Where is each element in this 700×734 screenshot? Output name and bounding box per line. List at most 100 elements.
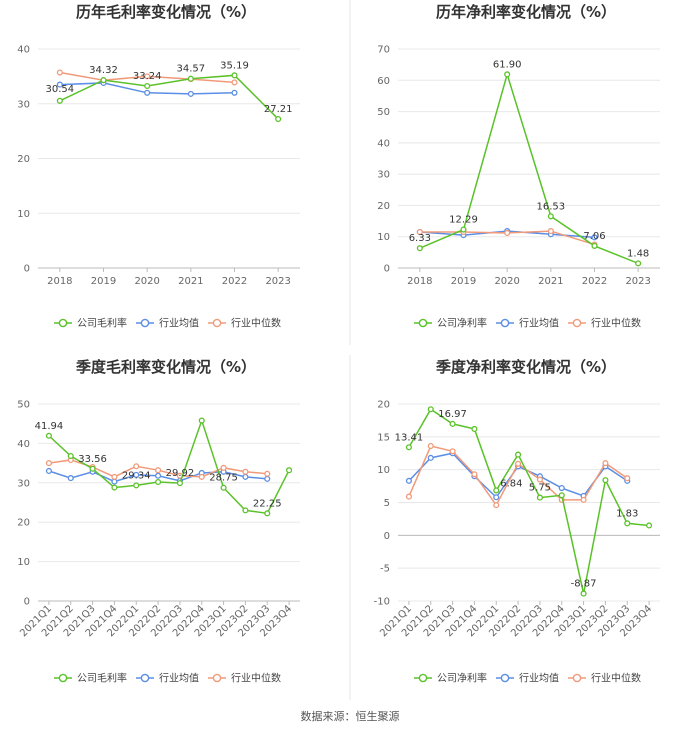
legend-item-company[interactable]: 公司毛利率: [54, 672, 127, 685]
data-point-industry_median[interactable]: [416, 228, 423, 236]
data-point-company[interactable]: [405, 444, 412, 451]
data-point-industry_avg[interactable]: [558, 485, 565, 492]
data-point-industry_median[interactable]: [580, 496, 587, 503]
data-point-industry_median[interactable]: [427, 442, 434, 450]
legend-item-industry_median[interactable]: 行业中位数: [568, 317, 641, 330]
data-point-company[interactable]: [275, 115, 282, 123]
series-industry_avg: [405, 450, 631, 501]
data-point-company[interactable]: [646, 522, 653, 529]
data-point-industry_median[interactable]: [536, 476, 543, 483]
data-point-company[interactable]: [536, 494, 543, 501]
data-point-company[interactable]: [547, 213, 554, 220]
data-point-company[interactable]: [231, 72, 238, 79]
series-line-company: [408, 408, 650, 594]
data-point-industry_median[interactable]: [493, 502, 500, 509]
data-point-industry_avg[interactable]: [591, 234, 598, 241]
data-point-industry_median[interactable]: [111, 473, 118, 480]
data-point-industry_avg[interactable]: [56, 81, 63, 88]
data-point-industry_avg[interactable]: [493, 494, 500, 501]
data-point-industry_median[interactable]: [547, 228, 554, 235]
data-point-industry_median[interactable]: [155, 467, 162, 474]
data-point-company[interactable]: [100, 77, 107, 84]
data-point-company[interactable]: [602, 477, 609, 484]
data-point-company[interactable]: [45, 432, 52, 439]
data-point-industry_avg[interactable]: [155, 472, 162, 479]
data-point-industry_avg[interactable]: [67, 475, 74, 482]
data-point-company[interactable]: [89, 465, 96, 472]
data-label: 30.54: [46, 84, 75, 95]
data-point-company[interactable]: [427, 406, 434, 413]
data-label: 27.21: [264, 104, 293, 115]
data-point-company[interactable]: [471, 425, 478, 433]
data-point-industry_median[interactable]: [449, 448, 456, 455]
data-point-company[interactable]: [449, 420, 456, 427]
data-point-company[interactable]: [242, 507, 249, 514]
y-tick-label: 40: [17, 439, 30, 450]
data-point-company[interactable]: [580, 590, 587, 597]
data-point-company[interactable]: [624, 520, 631, 527]
y-tick-label: 40: [17, 45, 30, 56]
data-point-company[interactable]: [591, 242, 598, 249]
legend-item-industry_avg[interactable]: 行业均值: [496, 317, 559, 330]
data-point-company[interactable]: [504, 71, 511, 78]
data-point-company[interactable]: [220, 484, 227, 491]
data-point-company[interactable]: [198, 417, 205, 424]
data-point-company[interactable]: [460, 226, 467, 233]
data-point-industry_avg[interactable]: [45, 467, 52, 475]
data-point-company[interactable]: [558, 492, 565, 499]
data-point-company[interactable]: [416, 245, 423, 252]
data-point-industry_avg[interactable]: [187, 90, 194, 97]
data-point-company[interactable]: [133, 482, 140, 489]
data-point-industry_median[interactable]: [504, 229, 511, 237]
data-point-company[interactable]: [176, 480, 183, 487]
data-point-industry_median[interactable]: [471, 471, 478, 478]
data-point-industry_median[interactable]: [515, 460, 522, 467]
legend-item-company[interactable]: 公司净利率: [414, 317, 487, 330]
legend-item-company[interactable]: 公司毛利率: [54, 317, 127, 330]
data-point-industry_avg[interactable]: [264, 475, 271, 482]
legend-marker-icon: [572, 318, 582, 328]
series-line-industry_avg: [408, 452, 628, 499]
data-point-industry_median[interactable]: [624, 475, 631, 482]
data-point-company[interactable]: [144, 82, 151, 90]
y-tick-label: 10: [377, 232, 390, 243]
data-point-industry_avg[interactable]: [231, 89, 238, 96]
data-point-industry_median[interactable]: [602, 460, 609, 467]
data-point-industry_median[interactable]: [56, 69, 63, 76]
legend-item-industry_avg[interactable]: 行业均值: [496, 672, 559, 685]
data-point-company[interactable]: [515, 451, 522, 458]
data-point-company[interactable]: [155, 478, 162, 486]
data-point-industry_avg[interactable]: [133, 471, 140, 478]
legend-item-company[interactable]: 公司净利率: [414, 672, 487, 685]
data-point-industry_avg[interactable]: [405, 477, 412, 484]
data-point-company[interactable]: [635, 260, 642, 267]
legend-item-industry_avg[interactable]: 行业均值: [136, 672, 199, 685]
data-point-industry_median[interactable]: [231, 79, 238, 86]
data-point-industry_median[interactable]: [264, 470, 271, 477]
data-point-company[interactable]: [493, 487, 500, 494]
legend-marker-icon: [500, 318, 510, 328]
data-point-company[interactable]: [286, 467, 293, 474]
data-point-industry_median[interactable]: [405, 493, 412, 500]
data-point-industry_avg[interactable]: [144, 89, 151, 96]
data-point-industry_median[interactable]: [198, 473, 205, 480]
legend-item-industry_avg[interactable]: 行业均值: [136, 317, 199, 330]
data-point-industry_avg[interactable]: [427, 454, 434, 461]
data-point-industry_median[interactable]: [144, 73, 151, 80]
data-point-industry_median[interactable]: [242, 468, 249, 475]
legend-item-industry_median[interactable]: 行业中位数: [568, 672, 641, 685]
data-point-company[interactable]: [187, 75, 194, 82]
data-point-company[interactable]: [111, 484, 118, 491]
data-point-industry_avg[interactable]: [242, 473, 249, 480]
data-point-industry_median[interactable]: [133, 463, 140, 470]
data-point-company[interactable]: [56, 97, 63, 104]
data-point-company[interactable]: [264, 510, 271, 517]
data-point-industry_median[interactable]: [220, 464, 227, 471]
data-point-company[interactable]: [67, 452, 74, 460]
data-point-industry_median[interactable]: [45, 460, 52, 467]
legend-item-industry_median[interactable]: 行业中位数: [208, 672, 281, 685]
x-tick-label: 2019: [451, 276, 476, 287]
data-label: 7.06: [583, 231, 605, 242]
y-tick-label: 10: [377, 465, 390, 476]
legend-item-industry_median[interactable]: 行业中位数: [208, 317, 281, 330]
